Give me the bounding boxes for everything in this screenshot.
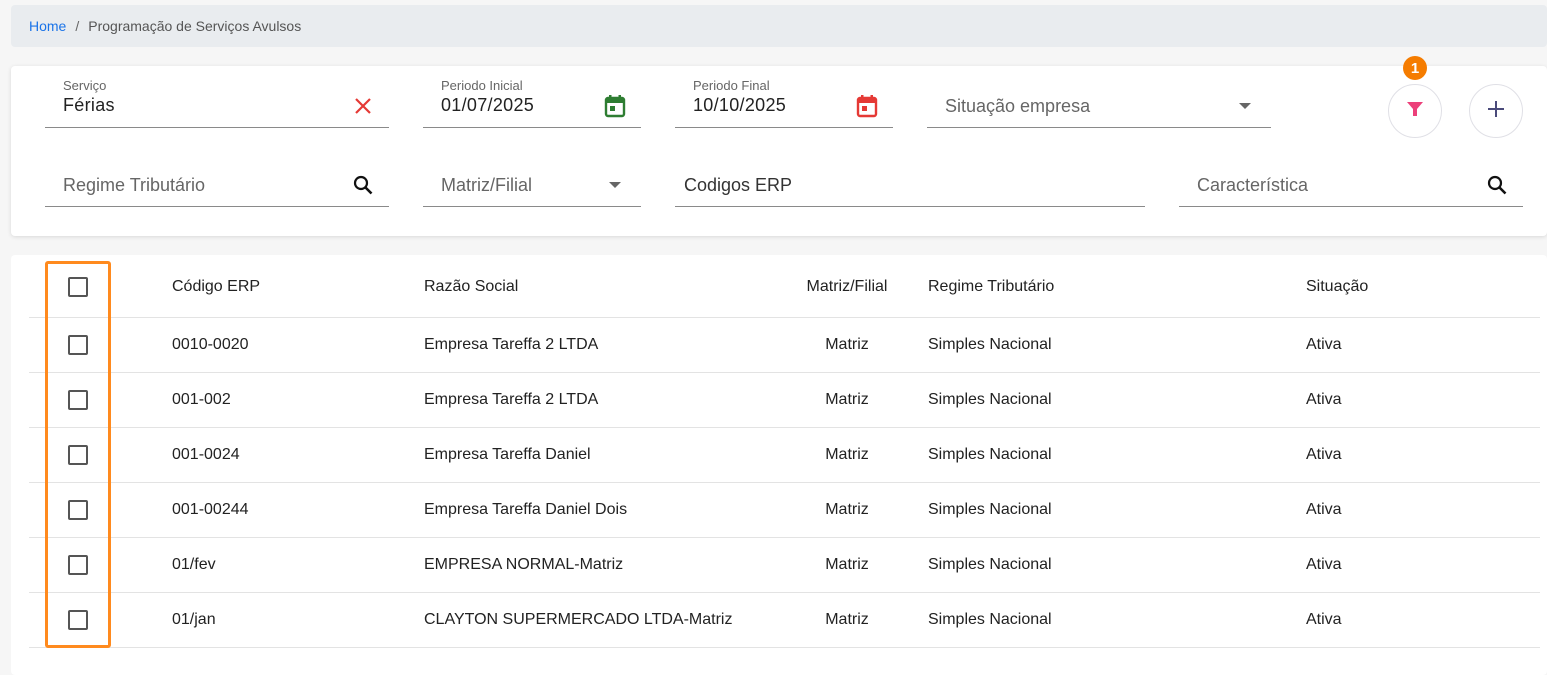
cell-regime-tributario: Simples Nacional (928, 391, 1052, 408)
search-icon[interactable] (1485, 173, 1509, 197)
row-checkbox[interactable] (68, 445, 88, 465)
header-codigo-erp[interactable]: Código ERP (172, 278, 261, 295)
cell-razao-social: Empresa Tareffa Daniel (424, 446, 591, 463)
breadcrumb-separator: / (75, 18, 80, 34)
cell-codigo-erp: 001-00244 (172, 501, 249, 518)
row-checkbox[interactable] (68, 335, 88, 355)
caracteristica-placeholder: Característica (1197, 175, 1309, 195)
cell-situacao: Ativa (1306, 501, 1342, 518)
calendar-icon[interactable] (603, 94, 627, 118)
periodo-inicial-label: Periodo Inicial (441, 78, 523, 93)
table-row[interactable]: 01/jan CLAYTON SUPERMERCADO LTDA-Matriz Ma… (29, 593, 1540, 648)
situacao-empresa-select[interactable]: Situação empresa (927, 66, 1271, 128)
cell-situacao: Ativa (1306, 446, 1342, 463)
breadcrumb-home-link[interactable]: Home (29, 18, 67, 34)
header-regime-tributario[interactable]: Regime Tributário (928, 278, 1055, 295)
regime-tributario-field[interactable]: Regime Tributário (45, 145, 389, 207)
select-all-checkbox[interactable] (68, 277, 88, 297)
cell-razao-social: CLAYTON SUPERMERCADO LTDA-Matriz (424, 611, 733, 628)
cell-matriz-filial: Matriz (825, 501, 869, 518)
cell-codigo-erp: 01/jan (172, 611, 216, 628)
clear-icon[interactable] (351, 94, 375, 118)
caracteristica-field[interactable]: Característica (1179, 145, 1523, 207)
servico-label: Serviço (63, 78, 107, 93)
cell-codigo-erp: 001-002 (172, 391, 231, 408)
periodo-final-label: Periodo Final (693, 78, 770, 93)
cell-codigo-erp: 0010-0020 (172, 336, 249, 353)
cell-regime-tributario: Simples Nacional (928, 336, 1052, 353)
cell-regime-tributario: Simples Nacional (928, 446, 1052, 463)
header-situacao[interactable]: Situação (1306, 278, 1369, 295)
row-checkbox[interactable] (68, 500, 88, 520)
cell-situacao: Ativa (1306, 611, 1342, 628)
table-row[interactable]: 01/fev EMPRESA NORMAL-Matriz Matriz Simples… (29, 538, 1540, 593)
periodo-inicial-field[interactable]: Periodo Inicial 01/07/2025 (423, 66, 641, 128)
cell-situacao: Ativa (1306, 336, 1342, 353)
cell-regime-tributario: Simples Nacional (928, 611, 1052, 628)
breadcrumb-current: Programação de Serviços Avulsos (88, 18, 302, 34)
cell-matriz-filial: Matriz (825, 391, 869, 408)
dropdown-arrow-icon (1233, 94, 1257, 118)
servico-field[interactable]: Serviço Férias (45, 66, 389, 128)
filter-count-badge: 1 (1403, 56, 1427, 80)
results-table (11, 255, 1547, 675)
cell-codigo-erp: 01/fev (172, 556, 216, 573)
situacao-empresa-placeholder: Situação empresa (945, 96, 1091, 116)
cell-situacao: Ativa (1306, 391, 1342, 408)
cell-codigo-erp: 001-0024 (172, 446, 240, 463)
codigos-erp-field[interactable]: Codigos ERP (675, 145, 1145, 207)
add-button[interactable] (1469, 84, 1523, 138)
cell-razao-social: Empresa Tareffa 2 LTDA (424, 336, 599, 353)
codigos-erp-placeholder: Codigos ERP (684, 175, 793, 195)
table-row[interactable]: 0010-0020 Empresa Tareffa 2 LTDA Matriz Sim… (29, 318, 1540, 373)
periodo-final-value: 10/10/2025 (693, 95, 787, 115)
filter-button[interactable] (1388, 84, 1442, 138)
plus-icon (1487, 100, 1505, 123)
cell-razao-social: Empresa Tareffa Daniel Dois (424, 501, 628, 518)
row-checkbox[interactable] (68, 390, 88, 410)
cell-razao-social: Empresa Tareffa 2 LTDA (424, 391, 599, 408)
cell-matriz-filial: Matriz (825, 611, 869, 628)
periodo-final-field[interactable]: Periodo Final 10/10/2025 (675, 66, 893, 128)
matriz-filial-placeholder: Matriz/Filial (441, 175, 533, 195)
breadcrumb: Home / Programação de Serviços Avulsos (11, 5, 1547, 47)
regime-tributario-placeholder: Regime Tributário (63, 175, 206, 195)
table-header: Código ERP Razão Social Matriz/Filial Re… (29, 257, 1540, 318)
table-row[interactable]: 001-0024 Empresa Tareffa Daniel Matriz Simp… (29, 428, 1540, 483)
row-checkbox[interactable] (68, 555, 88, 575)
header-razao-social[interactable]: Razão Social (424, 278, 519, 295)
table-row[interactable]: 001-00244 Empresa Tareffa Daniel Dois Matr… (29, 483, 1540, 538)
filter-panel: Serviço Férias Periodo Inicial 01/07/202… (11, 56, 1547, 236)
periodo-inicial-value: 01/07/2025 (441, 95, 535, 115)
calendar-icon[interactable] (855, 94, 879, 118)
cell-matriz-filial: Matriz (825, 446, 869, 463)
cell-matriz-filial: Matriz (825, 336, 869, 353)
matriz-filial-select[interactable]: Matriz/Filial (423, 145, 641, 207)
cell-regime-tributario: Simples Nacional (928, 556, 1052, 573)
row-checkbox[interactable] (68, 610, 88, 630)
table-row[interactable]: 001-002 Empresa Tareffa 2 LTDA Matriz Simpl… (29, 373, 1540, 428)
search-icon[interactable] (351, 173, 375, 197)
dropdown-arrow-icon (603, 173, 627, 197)
servico-value: Férias (63, 95, 115, 115)
cell-razao-social: EMPRESA NORMAL-Matriz (424, 556, 624, 573)
cell-matriz-filial: Matriz (825, 556, 869, 573)
cell-situacao: Ativa (1306, 556, 1342, 573)
filter-icon (1405, 99, 1425, 124)
header-matriz-filial[interactable]: Matriz/Filial (806, 278, 888, 295)
cell-regime-tributario: Simples Nacional (928, 501, 1052, 518)
